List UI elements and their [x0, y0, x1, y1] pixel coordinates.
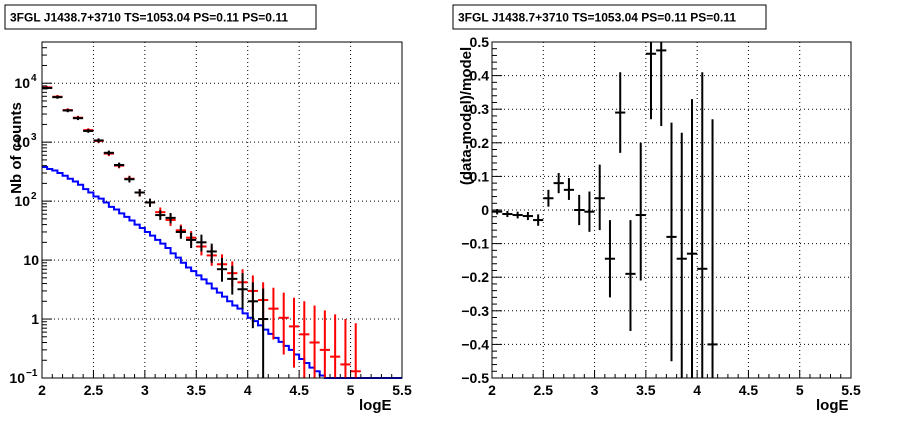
right-y-tick-label: −0.4	[461, 336, 489, 352]
left-y-tick-label: 1	[31, 311, 39, 327]
left-y-tick-exponent: −1	[26, 368, 38, 379]
right-y-tick-label: 0.5	[470, 34, 490, 50]
model-histogram-line	[42, 165, 402, 379]
right-x-axis-label: logE	[816, 397, 849, 414]
right-x-tick-label: 3	[591, 382, 599, 398]
left-model-histogram	[42, 165, 402, 379]
right-y-tick-label: 0.3	[470, 101, 490, 117]
right-y-tick-label: −0.3	[461, 303, 489, 319]
left-y-tick-label: 10	[9, 370, 25, 386]
left-y-tick-label: 10	[14, 193, 30, 209]
right-y-tick-label: −0.1	[461, 236, 489, 252]
right-grid	[492, 42, 851, 378]
right-y-tick-label: 0.1	[470, 168, 490, 184]
left-panel: 3FGL J1438.7+3710 TS=1053.04 PS=0.11 PS=…	[4, 4, 412, 414]
left-y-tick-exponent: 2	[31, 191, 37, 202]
left-y-tick-label: 10	[23, 252, 39, 268]
right-y-tick-label: 0	[481, 202, 489, 218]
right-title-box	[452, 4, 767, 30]
right-y-axis-label: (data-model)/model	[458, 47, 475, 185]
right-x-tick-label: 5	[796, 382, 804, 398]
left-x-tick-label: 3.5	[187, 382, 207, 398]
left-x-tick-label: 3	[141, 382, 149, 398]
left-x-tick-label: 5	[347, 382, 355, 398]
right-x-tick-label: 3.5	[636, 382, 656, 398]
left-black-series	[42, 86, 269, 378]
right-title: 3FGL J1438.7+3710 TS=1053.04 PS=0.11 PS=…	[458, 11, 736, 25]
left-y-axis-label: Nb of counts	[8, 102, 25, 194]
right-y-tick-label: 0.4	[470, 68, 490, 84]
right-y-tick-label: 0.2	[470, 135, 490, 151]
left-y-tick-label: 10	[14, 134, 30, 150]
right-x-tick-label: 4.5	[739, 382, 759, 398]
left-y-tick-label: 10	[14, 75, 30, 91]
right-y-tick-label: −0.2	[461, 269, 489, 285]
right-panel: 3FGL J1438.7+3710 TS=1053.04 PS=0.11 PS=…	[452, 4, 861, 414]
right-x-tick-label: 2.5	[534, 382, 554, 398]
left-x-tick-label: 5.5	[392, 382, 412, 398]
left-grid	[42, 42, 402, 378]
left-x-tick-label: 2	[38, 382, 46, 398]
left-x-tick-label: 2.5	[84, 382, 104, 398]
right-x-tick-label: 4	[693, 382, 701, 398]
left-x-tick-label: 4.5	[289, 382, 309, 398]
left-x-axis-label: logE	[359, 397, 392, 414]
left-plot-frame	[41, 41, 403, 379]
left-x-tick-label: 4	[244, 382, 252, 398]
left-red-series	[42, 85, 361, 378]
left-y-tick-exponent: 3	[31, 132, 37, 143]
right-y-tick-label: −0.5	[461, 370, 489, 386]
left-title: 3FGL J1438.7+3710 TS=1053.04 PS=0.11 PS=…	[10, 11, 288, 25]
left-y-tick-exponent: 4	[31, 73, 37, 84]
right-x-tick-label: 5.5	[841, 382, 861, 398]
right-residual-series	[492, 42, 718, 378]
right-x-tick-label: 2	[488, 382, 496, 398]
right-axis-ticks: 2 2.5 3 3.5 4 4.5 5 5.5 −0.5 −0.4 −0.3 −0.2 −0.1 0 0.1…	[461, 34, 861, 398]
left-title-box	[4, 4, 317, 30]
